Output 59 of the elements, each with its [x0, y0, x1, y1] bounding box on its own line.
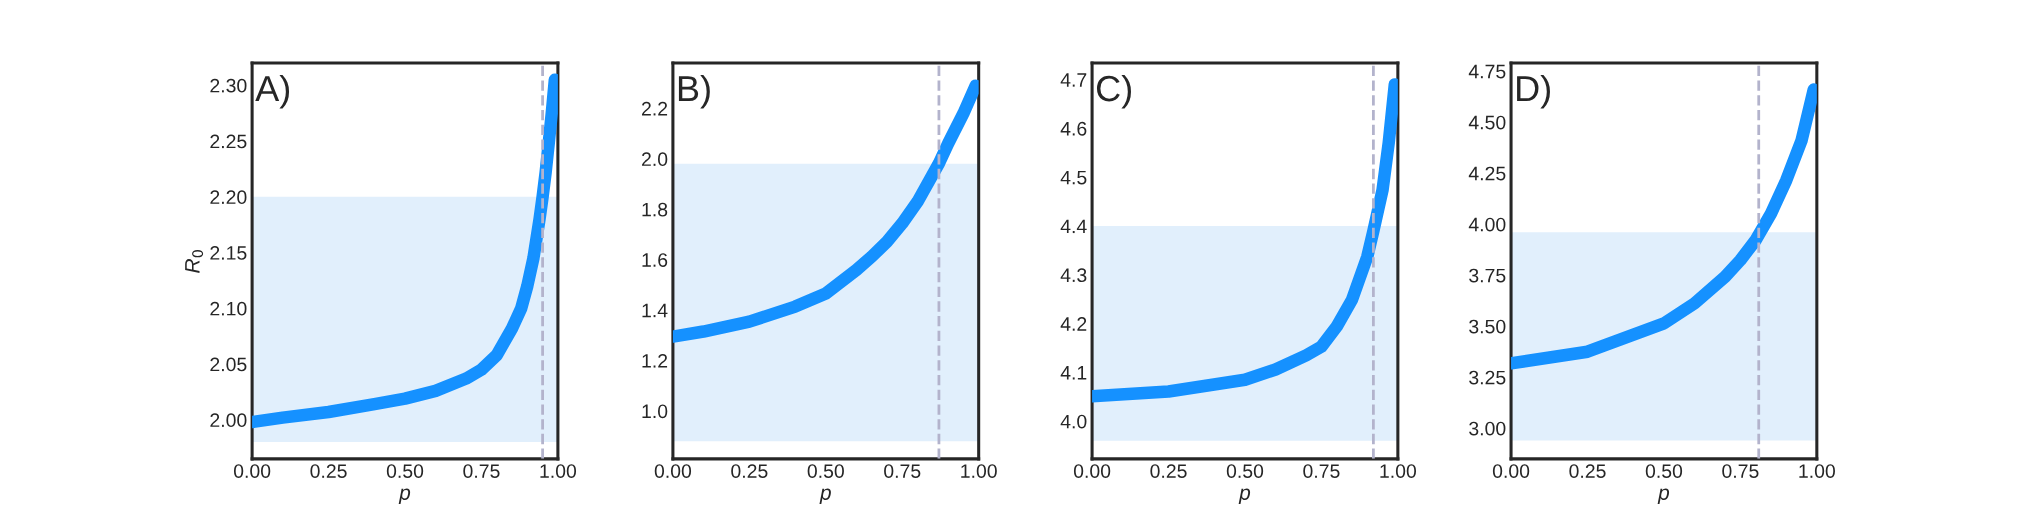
x-tick-label: 1.00 [1799, 464, 1835, 478]
y-tick-label: 1.4 [642, 303, 668, 318]
x-tick-label: 0.25 [310, 464, 347, 478]
y-tick-label: 4.75 [1468, 64, 1506, 79]
y-tick-label: 2.20 [210, 190, 247, 205]
x-tick-label: 1.00 [961, 464, 997, 478]
y-tick-label: 3.75 [1469, 268, 1506, 283]
x-axis-title: p [1657, 488, 1670, 505]
y-tick-label: 3.50 [1469, 319, 1506, 334]
y-tick-label: 4.3 [1060, 268, 1087, 283]
y-tick-label: 4.25 [1468, 166, 1506, 181]
y-tick-label: 4.5 [1060, 170, 1087, 185]
y-tick-label: 4.4 [1060, 219, 1087, 234]
y-tick-label: 4.6 [1060, 121, 1087, 136]
y-tick-label: 4.7 [1060, 73, 1087, 87]
x-axis-title: p [1238, 488, 1251, 505]
y-tick-label: 1.8 [642, 202, 668, 217]
x-tick-label: 0.50 [1645, 464, 1683, 478]
x-tick-label: 0.00 [1073, 464, 1111, 478]
y-tick-label: 2.2 [642, 101, 668, 116]
x-tick-label: 0.25 [1569, 464, 1606, 478]
y-tick-label: 2.25 [210, 134, 247, 149]
y-tick-label: 2.15 [210, 246, 247, 260]
x-tick-label: 0.50 [386, 464, 424, 478]
annotation: C) [1096, 74, 1131, 109]
x-tick-label: 0.00 [233, 464, 271, 478]
y-tick-label: 4.1 [1060, 366, 1087, 380]
annotation: A) [255, 74, 290, 109]
annotation: B) [678, 74, 710, 109]
x-tick-label: 1.00 [540, 464, 577, 478]
x-axis-title: p [819, 488, 831, 505]
x-tick-label: 0.25 [1150, 464, 1187, 478]
x-tick-label: 0.50 [1226, 464, 1264, 478]
x-tick-label: 0.00 [1492, 464, 1530, 478]
y-tick-label: 3.25 [1469, 370, 1506, 385]
y-tick-label: 1.0 [642, 404, 668, 419]
y-tick-label: 2.10 [210, 301, 247, 316]
x-tick-label: 0.75 [884, 464, 921, 478]
y-tick-label: 1.2 [642, 353, 668, 368]
annotation: D) [1517, 74, 1550, 109]
y-tick-label: 3.00 [1469, 421, 1506, 436]
y-tick-label: 4.0 [1060, 414, 1087, 429]
y-axis-title: R$_{0}$ [185, 249, 204, 273]
y-tick-label: 2.0 [642, 152, 668, 167]
x-tick-label: 0.00 [654, 464, 692, 478]
x-tick-label: 0.75 [463, 464, 500, 478]
x-tick-label: 0.75 [1303, 464, 1340, 478]
x-axis-title: p [398, 488, 411, 505]
y-tick-label: 2.05 [210, 357, 247, 372]
x-tick-label: 0.75 [1722, 464, 1759, 478]
y-tick-label: 4.00 [1468, 217, 1506, 232]
x-tick-label: 0.25 [731, 464, 768, 478]
y-tick-label: 2.30 [210, 78, 247, 93]
y-tick-label: 1.6 [642, 253, 668, 267]
y-tick-label: 4.50 [1468, 115, 1506, 130]
y-tick-label: 4.2 [1060, 317, 1087, 331]
x-tick-label: 0.50 [807, 464, 844, 478]
y-tick-label: 2.00 [210, 413, 247, 428]
x-tick-label: 1.00 [1380, 464, 1417, 478]
